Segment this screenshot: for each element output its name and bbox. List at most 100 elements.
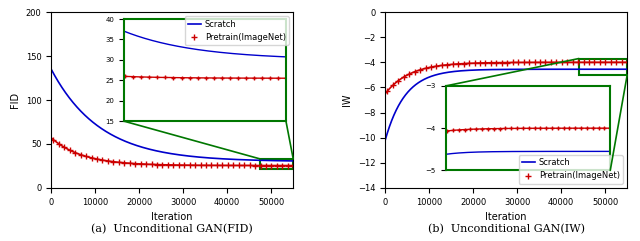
Scratch (616, 68, 624, 71)
Pretrain(ImageNet) (525, 61, 533, 64)
Pretrain(ImageNet) (602, 61, 609, 64)
Pretrain(ImageNet) (394, 79, 402, 82)
Scratch (282, 159, 290, 162)
Pretrain(ImageNet) (569, 61, 577, 64)
Pretrain(ImageNet) (389, 84, 397, 87)
Legend: Scratch, Pretrain(ImageNet): Scratch, Pretrain(ImageNet) (518, 155, 623, 184)
Pretrain(ImageNet) (268, 164, 275, 167)
X-axis label: Iteration: Iteration (152, 212, 193, 222)
Pretrain(ImageNet) (504, 61, 511, 64)
Pretrain(ImageNet) (618, 61, 625, 64)
Scratch (394, 106, 401, 109)
Pretrain(ImageNet) (186, 164, 193, 167)
Pretrain(ImageNet) (422, 67, 429, 70)
Bar (579, 59, 627, 75)
Pretrain(ImageNet) (591, 61, 598, 64)
Pretrain(ImageNet) (196, 164, 204, 167)
Pretrain(ImageNet) (383, 90, 391, 93)
Pretrain(ImageNet) (241, 164, 248, 167)
Pretrain(ImageNet) (229, 164, 237, 167)
Pretrain(ImageNet) (218, 164, 226, 167)
Pretrain(ImageNet) (246, 164, 253, 167)
Pretrain(ImageNet) (55, 142, 63, 145)
Pretrain(ImageNet) (416, 68, 424, 71)
Scratch (381, 139, 389, 142)
Pretrain(ImageNet) (115, 161, 123, 164)
Pretrain(ImageNet) (180, 164, 188, 167)
Pretrain(ImageNet) (531, 61, 538, 64)
Pretrain(ImageNet) (444, 63, 451, 66)
Scratch (493, 68, 500, 71)
Pretrain(ImageNet) (93, 158, 101, 161)
Pretrain(ImageNet) (623, 61, 631, 64)
Scratch (499, 68, 507, 71)
Pretrain(ImageNet) (252, 164, 259, 167)
Pretrain(ImageNet) (170, 164, 177, 167)
Pretrain(ImageNet) (509, 61, 516, 64)
Pretrain(ImageNet) (148, 163, 156, 166)
Pretrain(ImageNet) (493, 61, 500, 64)
Pretrain(ImageNet) (454, 62, 462, 65)
Pretrain(ImageNet) (482, 61, 490, 64)
Scratch (289, 160, 297, 162)
Pretrain(ImageNet) (66, 149, 74, 152)
Pretrain(ImageNet) (574, 61, 582, 64)
Pretrain(ImageNet) (411, 70, 419, 73)
Pretrain(ImageNet) (465, 62, 473, 65)
Pretrain(ImageNet) (202, 164, 210, 167)
Pretrain(ImageNet) (547, 61, 555, 64)
Pretrain(ImageNet) (433, 65, 440, 68)
Pretrain(ImageNet) (471, 62, 479, 65)
Pretrain(ImageNet) (153, 163, 161, 166)
Pretrain(ImageNet) (109, 160, 117, 163)
Pretrain(ImageNet) (607, 61, 614, 64)
Pretrain(ImageNet) (164, 163, 172, 166)
Bar (260, 159, 293, 169)
Pretrain(ImageNet) (99, 159, 106, 161)
Pretrain(ImageNet) (142, 163, 150, 166)
Pretrain(ImageNet) (191, 164, 199, 167)
Scratch (47, 68, 55, 71)
Scratch (60, 88, 67, 91)
Pretrain(ImageNet) (585, 61, 593, 64)
Pretrain(ImageNet) (612, 61, 620, 64)
Pretrain(ImageNet) (580, 61, 588, 64)
Pretrain(ImageNet) (104, 160, 112, 162)
Pretrain(ImageNet) (175, 164, 182, 167)
Pretrain(ImageNet) (224, 164, 232, 167)
Pretrain(ImageNet) (131, 162, 139, 165)
Pretrain(ImageNet) (257, 164, 264, 167)
Pretrain(ImageNet) (88, 156, 95, 159)
Pretrain(ImageNet) (400, 76, 408, 79)
Pretrain(ImageNet) (498, 61, 506, 64)
Pretrain(ImageNet) (405, 73, 413, 75)
Y-axis label: FID: FID (10, 92, 20, 108)
Pretrain(ImageNet) (60, 146, 68, 149)
Pretrain(ImageNet) (460, 62, 468, 65)
Pretrain(ImageNet) (289, 164, 297, 167)
Pretrain(ImageNet) (552, 61, 560, 64)
Pretrain(ImageNet) (126, 162, 134, 165)
Scratch (616, 68, 624, 71)
Pretrain(ImageNet) (596, 61, 604, 64)
Pretrain(ImageNet) (284, 164, 292, 167)
Pretrain(ImageNet) (427, 66, 435, 69)
X-axis label: Iteration: Iteration (486, 212, 527, 222)
Pretrain(ImageNet) (449, 63, 456, 66)
Pretrain(ImageNet) (273, 164, 281, 167)
Scratch (165, 152, 173, 155)
Pretrain(ImageNet) (83, 155, 90, 158)
Legend: Scratch, Pretrain(ImageNet): Scratch, Pretrain(ImageNet) (185, 16, 289, 45)
Pretrain(ImageNet) (159, 163, 166, 166)
Pretrain(ImageNet) (520, 61, 527, 64)
Title: (a)  Unconditional GAN(FID): (a) Unconditional GAN(FID) (92, 224, 253, 234)
Pretrain(ImageNet) (438, 64, 445, 67)
Pretrain(ImageNet) (262, 164, 270, 167)
Pretrain(ImageNet) (515, 61, 522, 64)
Line: Scratch: Scratch (51, 69, 293, 161)
Line: Pretrain(ImageNet): Pretrain(ImageNet) (385, 60, 630, 94)
Scratch (572, 68, 580, 71)
Scratch (623, 68, 631, 71)
Pretrain(ImageNet) (213, 164, 221, 167)
Pretrain(ImageNet) (563, 61, 571, 64)
